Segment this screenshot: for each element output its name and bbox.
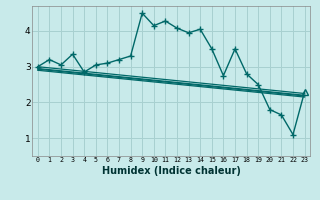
X-axis label: Humidex (Indice chaleur): Humidex (Indice chaleur) xyxy=(102,166,241,176)
